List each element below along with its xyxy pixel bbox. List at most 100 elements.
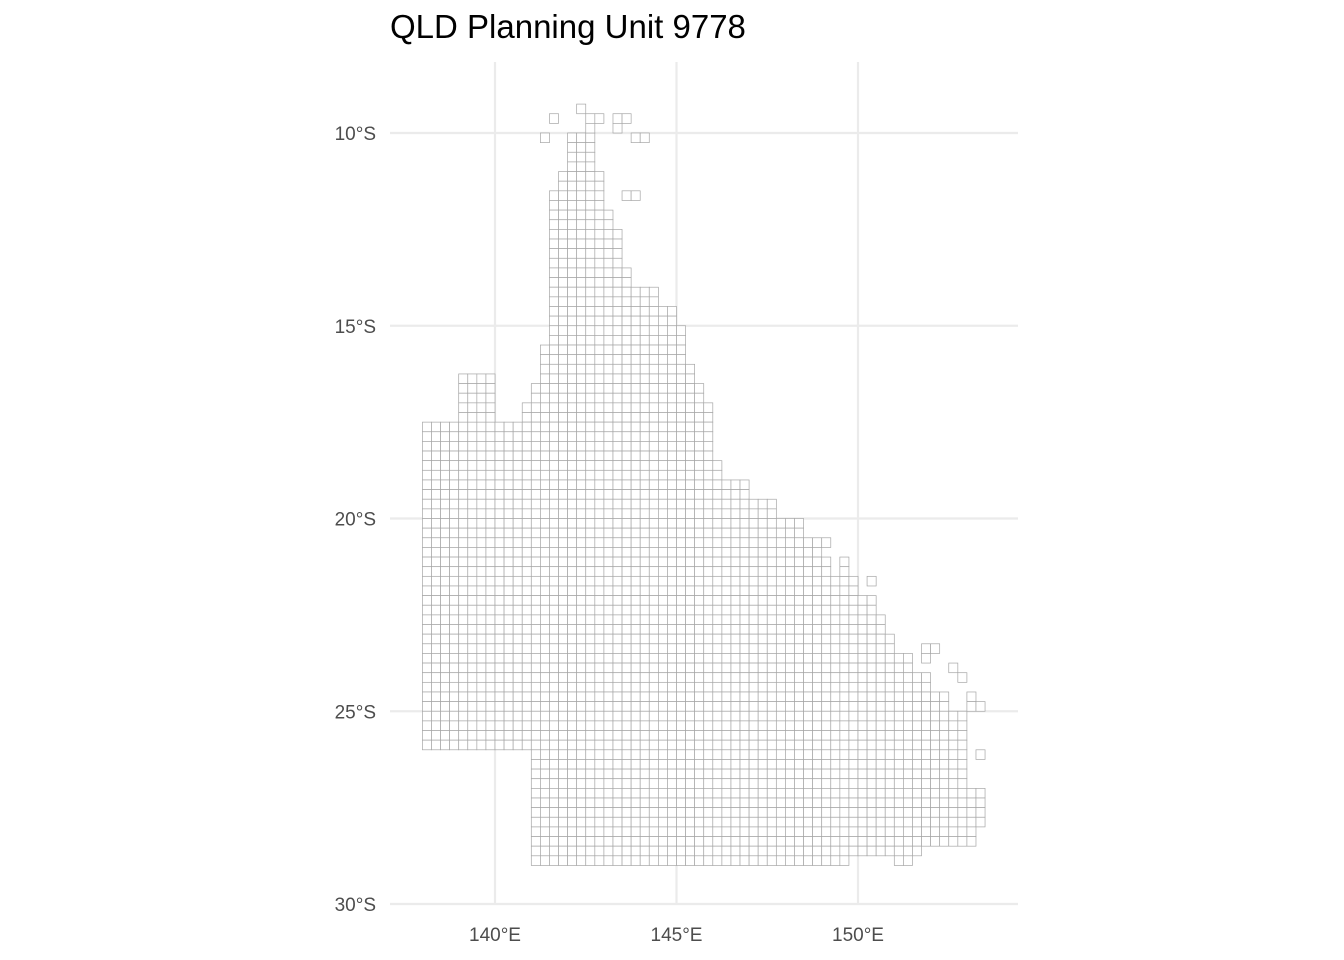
planning-unit-cell (512, 431, 523, 442)
planning-unit-cell (558, 306, 568, 317)
planning-unit-cell (657, 595, 668, 606)
planning-unit-cell (676, 768, 686, 780)
planning-unit-cell (757, 508, 768, 519)
planning-unit-cell (794, 730, 804, 741)
planning-unit-cell (794, 624, 804, 635)
planning-unit-cell (676, 460, 686, 471)
planning-unit-cell (576, 335, 587, 346)
planning-unit-cell (803, 701, 813, 712)
planning-unit-cell (503, 585, 514, 596)
planning-unit-cell (884, 672, 895, 683)
planning-unit-cell (521, 421, 532, 433)
planning-unit-cell (694, 450, 705, 462)
planning-unit-cell (667, 739, 677, 751)
planning-unit-cell (603, 855, 614, 866)
planning-unit-cell (703, 855, 714, 866)
planning-unit-cell (639, 527, 650, 539)
planning-unit-cell (494, 460, 505, 471)
planning-unit-cell (549, 412, 559, 423)
planning-unit-cell (576, 412, 587, 423)
planning-unit-cell (567, 710, 578, 722)
planning-unit-cell (476, 575, 487, 587)
planning-unit-cell (848, 691, 859, 702)
planning-unit-cell (903, 836, 913, 847)
planning-unit-cell (794, 556, 804, 568)
planning-unit-cell (540, 643, 550, 654)
planning-unit-cell (585, 807, 596, 818)
planning-unit-cell (748, 749, 759, 760)
planning-unit-cell (621, 816, 632, 828)
planning-unit-cell (612, 633, 623, 645)
planning-unit-cell (803, 836, 813, 847)
planning-unit-cell (721, 585, 732, 596)
planning-unit-cell (648, 575, 659, 587)
planning-unit-cell (549, 797, 559, 808)
planning-unit-cell (585, 759, 596, 770)
planning-unit-cell (648, 441, 659, 452)
planning-unit-cell (549, 383, 559, 394)
planning-unit-cell (648, 855, 659, 866)
planning-unit-cell (558, 450, 568, 462)
planning-unit-cell (621, 537, 632, 548)
planning-unit-cell (612, 325, 623, 336)
planning-unit-cell (576, 826, 587, 837)
planning-unit-cell (467, 373, 478, 384)
planning-unit-cell (485, 373, 496, 384)
planning-unit-cell (503, 662, 514, 674)
planning-unit-cell (467, 585, 478, 596)
planning-unit-cell (558, 257, 568, 269)
planning-unit-cell (803, 547, 813, 558)
planning-unit-cell (939, 720, 950, 731)
planning-unit-cell (503, 547, 514, 558)
planning-unit-cell (440, 537, 450, 548)
planning-unit-cell (485, 672, 496, 683)
planning-unit-cell (603, 730, 614, 741)
planning-unit-cell (612, 739, 623, 751)
planning-unit-cell (503, 672, 514, 683)
planning-unit-cell (440, 681, 450, 693)
planning-unit-cell (830, 855, 841, 866)
planning-unit-cell (612, 527, 623, 539)
planning-unit-cell (712, 816, 723, 828)
planning-unit-cell (503, 730, 514, 741)
planning-unit-cell (730, 547, 741, 558)
planning-unit-cell (540, 585, 550, 596)
planning-unit-cell (503, 518, 514, 529)
planning-unit-cell (621, 421, 632, 433)
planning-unit-cell (957, 807, 968, 818)
planning-unit-cell (667, 701, 677, 712)
planning-unit-cell (648, 681, 659, 693)
planning-unit-cell (431, 662, 441, 674)
planning-unit-cell (694, 662, 705, 674)
planning-unit-cell (685, 363, 696, 375)
planning-unit-cell (612, 643, 623, 654)
planning-unit-cell (594, 450, 605, 462)
planning-unit-cell (576, 527, 587, 539)
planning-unit-cell (422, 662, 432, 674)
planning-unit-cell (694, 431, 705, 442)
planning-unit-cell (721, 614, 732, 625)
planning-unit-cell (594, 816, 605, 828)
planning-unit-cell (449, 653, 460, 664)
planning-unit-cell (685, 845, 696, 857)
planning-unit-cell (630, 778, 641, 789)
planning-unit-cell (612, 836, 623, 847)
planning-unit-cell (585, 653, 596, 664)
planning-unit-cell (694, 556, 705, 568)
planning-unit-cell (685, 450, 696, 462)
planning-unit-cell (594, 335, 605, 346)
planning-unit-cell (485, 479, 496, 490)
planning-unit-cell (512, 460, 523, 471)
planning-unit-cell (567, 797, 578, 808)
planning-unit-cell (530, 662, 541, 674)
planning-unit-cell (458, 556, 469, 568)
planning-unit-cell (494, 441, 505, 452)
planning-unit-cell (549, 633, 559, 645)
planning-unit-cell (748, 720, 759, 731)
planning-unit-cell (576, 277, 587, 288)
planning-unit-cell (884, 720, 895, 731)
planning-unit-cell (558, 836, 568, 847)
planning-unit-cell (440, 585, 450, 596)
planning-unit-cell (612, 306, 623, 317)
